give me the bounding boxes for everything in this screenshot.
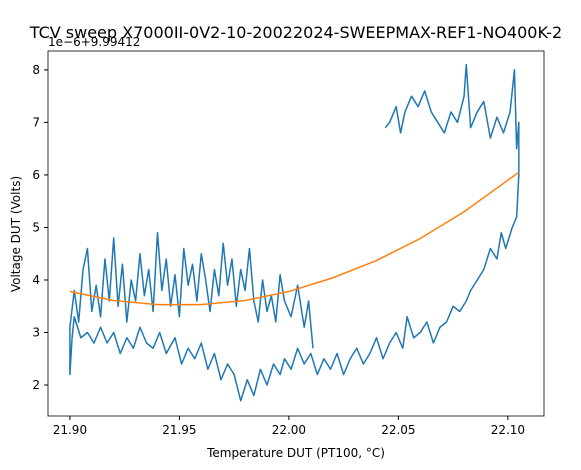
y-tick-label: 7 — [32, 115, 40, 129]
y-tick-label: 6 — [32, 168, 40, 182]
x-tick-label: 22.05 — [381, 423, 415, 437]
x-tick-label: 21.95 — [162, 423, 196, 437]
plot-frame — [47, 50, 545, 417]
series-line — [69, 63, 520, 402]
chart-title: TCV sweep X7000II-0V2-10-20022024-SWEEPM… — [29, 23, 562, 42]
series-line — [69, 171, 520, 306]
x-tick-label: 22.00 — [272, 423, 306, 437]
y-tick-label: 4 — [32, 273, 40, 287]
y-tick-label: 2 — [32, 378, 40, 392]
y-tick-label: 5 — [32, 220, 40, 234]
x-axis-label: Temperature DUT (PT100, °C) — [206, 446, 385, 460]
x-tick-label: 22.10 — [491, 423, 525, 437]
y-axis-label: Voltage DUT (Volts) — [9, 176, 23, 292]
y-tick-label: 3 — [32, 325, 40, 339]
x-tick-label: 21.90 — [53, 423, 87, 437]
y-tick-label: 8 — [32, 63, 40, 77]
y-offset-text: 1e−6+9.99412 — [48, 35, 140, 49]
